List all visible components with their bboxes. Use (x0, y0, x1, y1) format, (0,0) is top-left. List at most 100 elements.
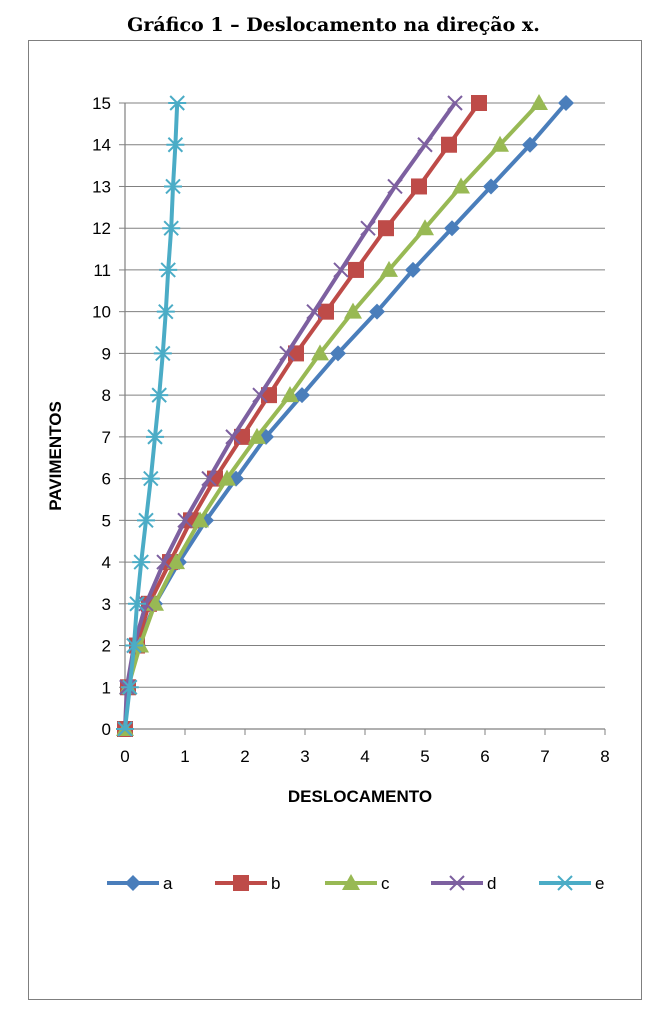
diamond-marker (294, 387, 310, 404)
x-tick-label: 1 (180, 747, 189, 766)
x-marker (201, 470, 217, 487)
series-e (116, 95, 187, 737)
y-tick-label: 6 (102, 470, 111, 489)
square-marker (233, 875, 249, 891)
series-line-d (123, 101, 457, 730)
legend-item-b: b (215, 874, 280, 893)
star-marker (137, 512, 155, 529)
x-tick-label: 2 (240, 747, 249, 766)
star-marker (125, 637, 143, 654)
diamond-marker (558, 95, 574, 111)
star-marker (146, 429, 164, 445)
triangle-marker (167, 553, 185, 570)
legend-label: a (163, 874, 173, 893)
series-line-e (123, 102, 180, 730)
legend-item-c: c (325, 874, 390, 893)
legend-label: e (595, 874, 604, 893)
triangle-marker (416, 219, 434, 236)
y-tick-label: 15 (92, 94, 111, 113)
star-marker (168, 95, 187, 111)
legend-item-a: a (107, 874, 173, 893)
x-marker (252, 387, 268, 403)
star-marker (132, 554, 151, 570)
diamond-marker (330, 345, 346, 362)
diamond-marker (444, 220, 460, 237)
star-marker (159, 262, 178, 278)
triangle-marker (452, 177, 470, 194)
triangle-marker (218, 469, 236, 486)
x-marker (177, 512, 193, 529)
figure-title: Gráfico 1 – Deslocamento na direção x. (127, 14, 540, 36)
triangle-marker (248, 427, 266, 444)
x-tick-label: 8 (600, 747, 609, 766)
y-tick-label: 0 (102, 720, 111, 739)
x-tick-label: 3 (300, 747, 309, 766)
series-line-c (123, 101, 541, 730)
series-d (117, 95, 463, 737)
y-tick-label: 1 (102, 678, 111, 697)
triangle-marker (311, 344, 329, 361)
star-marker (153, 345, 172, 362)
legend-item-e: e (539, 874, 604, 893)
diamond-marker (125, 875, 141, 891)
legend-label: c (381, 874, 390, 893)
x-tick-label: 4 (360, 747, 369, 766)
star-marker (156, 303, 175, 320)
y-axis-title: PAVIMENTOS (46, 401, 65, 511)
x-marker (333, 262, 349, 278)
triangle-marker (344, 302, 362, 319)
x-tick-label: 0 (120, 747, 129, 766)
legend: a b c d e (107, 874, 604, 893)
legend-label: d (487, 874, 496, 893)
diamond-marker (522, 136, 538, 153)
x-marker (156, 554, 172, 570)
triangle-marker (342, 874, 360, 890)
x-marker (447, 95, 463, 111)
x-tick-label: 5 (420, 747, 429, 766)
triangle-marker (530, 94, 548, 110)
x-marker (306, 303, 322, 320)
y-tick-label: 11 (93, 261, 111, 280)
x-marker (417, 137, 433, 153)
diamond-marker (483, 178, 499, 195)
square-marker (411, 178, 427, 195)
star-marker (556, 875, 574, 891)
square-marker (378, 220, 394, 237)
x-marker (225, 429, 241, 445)
y-tick-label: 7 (102, 428, 111, 447)
y-tick-label: 13 (92, 177, 111, 196)
y-tick-label: 9 (102, 344, 111, 363)
diamond-marker (369, 303, 385, 320)
square-marker (318, 303, 334, 320)
triangle-marker (281, 386, 299, 403)
x-tick-label: 6 (480, 747, 489, 766)
axes (119, 102, 606, 735)
star-marker (166, 137, 185, 153)
y-tick-label: 4 (102, 553, 111, 572)
star-marker (162, 220, 181, 236)
series-group (116, 94, 574, 737)
y-tick-label: 5 (102, 511, 111, 530)
y-tick-label: 10 (92, 303, 111, 322)
star-marker (164, 178, 182, 195)
star-marker (116, 721, 134, 737)
chart-frame: 0 1 2 3 4 5 6 7 8 9 10 11 12 13 14 15 0 1 2 3 4 5 6 7 8 DESLOCAME… (28, 40, 642, 1000)
x-axis-title: DESLOCAMENTO (288, 787, 432, 806)
y-tick-label: 12 (92, 219, 111, 238)
y-tick-label: 3 (102, 595, 111, 614)
triangle-marker (146, 594, 164, 611)
square-marker (441, 136, 457, 153)
star-marker (128, 596, 146, 612)
x-marker (449, 875, 465, 891)
square-marker (471, 95, 487, 111)
series-line-a (123, 101, 568, 730)
diamond-marker (405, 261, 421, 278)
x-marker (360, 220, 376, 236)
triangle-marker (491, 135, 509, 152)
star-marker (150, 387, 169, 403)
x-tick-label: 7 (540, 747, 549, 766)
x-marker (279, 345, 295, 362)
series-line-b (123, 101, 481, 730)
